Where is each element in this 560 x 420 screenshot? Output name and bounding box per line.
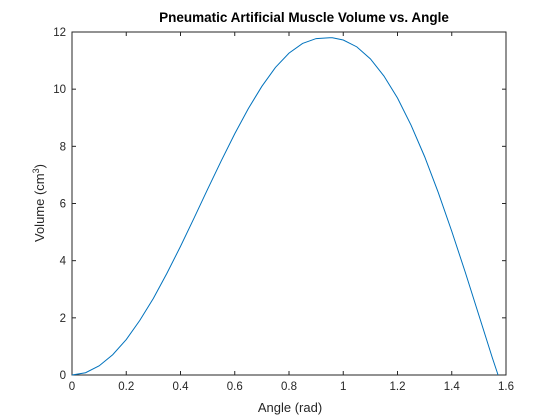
y-axis-label-close: ) [32, 164, 47, 168]
volume-series-line [71, 37, 499, 376]
y-tick-label: 0 [60, 370, 66, 382]
y-tick-label: 6 [60, 199, 66, 211]
x-tick-label: 0 [69, 381, 75, 393]
y-tick-label: 12 [53, 27, 66, 39]
y-tick-label: 2 [60, 313, 66, 325]
y-tick-label: 8 [60, 141, 66, 153]
y-axis-label-main: Volume (cm [32, 173, 47, 242]
x-tick-label: 1 [340, 381, 346, 393]
x-axis-label: Angle (rad) [258, 400, 322, 415]
x-tick-label: 0.6 [227, 381, 243, 393]
x-tick-label: 0.4 [173, 381, 190, 393]
x-tick-label: 1.6 [498, 381, 514, 393]
series-layer [71, 37, 499, 376]
chart-title: Pneumatic Artificial Muscle Volume vs. A… [159, 10, 449, 25]
x-tick-label: 1.4 [444, 381, 461, 393]
y-tick-label: 10 [53, 84, 66, 96]
x-tick-label: 1.2 [390, 381, 406, 393]
x-tick-label: 0.2 [118, 381, 134, 393]
y-axis-label-superscript: 3 [31, 168, 41, 173]
x-axis-ticks: 0 0.2 0.4 0.6 0.8 1 1.2 1.4 1.6 [69, 32, 514, 393]
x-tick-label: 0.8 [281, 381, 297, 393]
y-axis-ticks: 0 2 4 6 8 10 12 [53, 27, 506, 382]
y-tick-label: 4 [60, 256, 67, 268]
y-axis-label: Volume (cm3) [31, 164, 47, 242]
